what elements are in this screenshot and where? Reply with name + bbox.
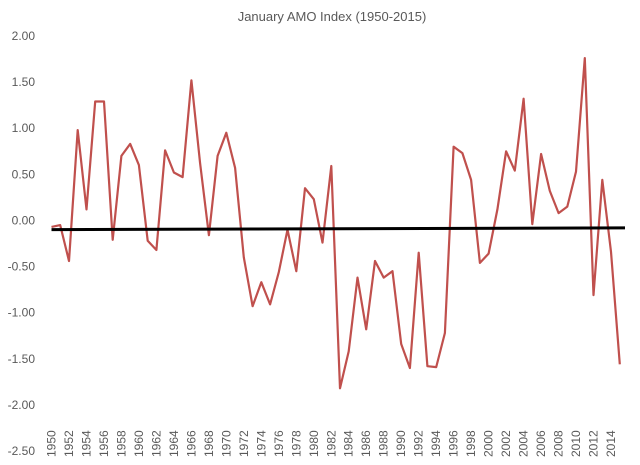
y-tick-label: -2.50 [8, 444, 36, 458]
x-tick-label: 1952 [62, 430, 76, 457]
y-tick-label: 0.00 [12, 213, 36, 227]
x-axis-tick-labels: 1950 1952 1954 1956 1958 1960 1962 1964 1966 1968… [44, 430, 618, 457]
x-tick-label: 2014 [604, 430, 618, 457]
x-tick-label: 1974 [254, 430, 268, 457]
x-tick-label: 1954 [79, 430, 93, 457]
y-tick-label: -0.50 [8, 260, 36, 274]
x-tick-label: 1980 [307, 430, 321, 457]
x-tick-label: 1984 [342, 430, 356, 457]
y-tick-label: -2.00 [8, 398, 36, 412]
reference-line [51, 226, 626, 232]
x-tick-label: 1988 [377, 430, 391, 457]
x-tick-label: 1996 [447, 430, 461, 457]
x-tick-label: 1962 [149, 430, 163, 457]
y-tick-label: -1.50 [8, 352, 36, 366]
x-tick-label: 1972 [237, 430, 251, 457]
y-tick-label: -1.00 [8, 306, 36, 320]
x-tick-label: 1958 [114, 430, 128, 457]
x-tick-label: 1990 [394, 430, 408, 457]
x-tick-label: 2010 [569, 430, 583, 457]
x-tick-label: 2002 [499, 430, 513, 457]
y-tick-label: 0.50 [12, 167, 36, 181]
x-tick-label: 1966 [184, 430, 198, 457]
x-tick-label: 1960 [132, 430, 146, 457]
x-tick-label: 1976 [272, 430, 286, 457]
chart-title: January AMO Index (1950-2015) [238, 9, 427, 24]
x-tick-label: 2012 [587, 430, 601, 457]
x-tick-label: 2008 [552, 430, 566, 457]
x-tick-label: 2006 [534, 430, 548, 457]
x-tick-label: 1970 [219, 430, 233, 457]
plot-area [51, 56, 626, 390]
x-tick-label: 1986 [359, 430, 373, 457]
y-tick-label: 1.00 [12, 121, 36, 135]
x-tick-label: 1978 [289, 430, 303, 457]
x-tick-label: 1950 [44, 430, 58, 457]
x-tick-label: 1956 [97, 430, 111, 457]
x-tick-label: 1992 [412, 430, 426, 457]
y-tick-label: 1.50 [12, 75, 36, 89]
x-tick-label: 1998 [464, 430, 478, 457]
x-tick-label: 2000 [482, 430, 496, 457]
amo-series-line [51, 56, 621, 390]
y-tick-label: 2.00 [12, 29, 36, 43]
x-tick-label: 2004 [517, 430, 531, 457]
y-axis-tick-labels: 2.00 1.50 1.00 0.50 0.00 -0.50 -1.00 -1.50 -2.00… [8, 29, 36, 458]
x-tick-label: 1982 [324, 430, 338, 457]
x-tick-label: 1964 [167, 430, 181, 457]
x-tick-label: 1968 [202, 430, 216, 457]
x-tick-label: 1994 [429, 430, 443, 457]
